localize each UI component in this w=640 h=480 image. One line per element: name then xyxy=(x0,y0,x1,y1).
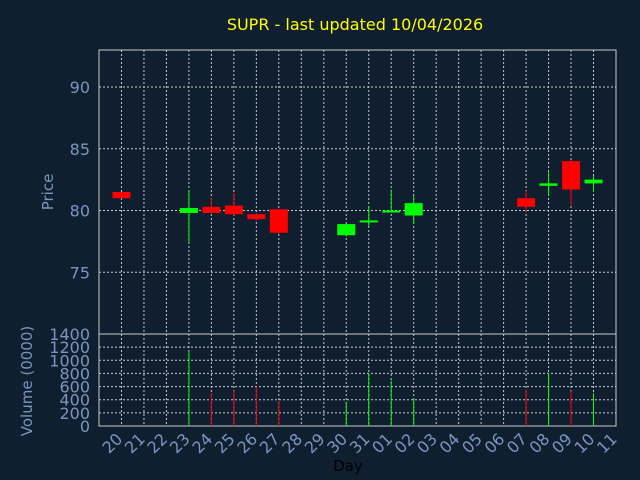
price-tick-label: 85 xyxy=(70,140,90,159)
candle-body xyxy=(112,192,131,199)
candle xyxy=(539,172,558,196)
candle xyxy=(517,190,536,212)
candle xyxy=(562,159,581,206)
candle-body xyxy=(517,198,536,207)
volume-frame xyxy=(98,333,617,427)
x-tick-label: 11 xyxy=(593,429,621,457)
price-panel: 75 80 85 90 xyxy=(70,49,617,335)
candle-body xyxy=(247,214,266,220)
candle-body xyxy=(539,183,558,186)
x-tick-labels: 2021222324252627282930310102030405060708… xyxy=(98,429,620,457)
candle xyxy=(584,175,603,192)
volume-axis-label: Volume (0000) xyxy=(18,326,36,436)
volume-tick-label: 600 xyxy=(59,378,90,397)
candle-body xyxy=(404,203,423,216)
candle xyxy=(202,198,221,213)
price-frame xyxy=(98,49,617,335)
candle xyxy=(382,189,401,213)
candle-body xyxy=(337,224,356,236)
candle-body xyxy=(359,220,378,223)
chart-title: SUPR - last updated 10/04/2026 xyxy=(227,15,483,34)
volume-tick-label: 800 xyxy=(59,364,90,383)
candle-body xyxy=(179,208,198,213)
x-axis-label: Day xyxy=(333,457,363,475)
candle-body xyxy=(584,179,603,184)
candle xyxy=(269,209,288,234)
volume-tick-label: 200 xyxy=(59,404,90,423)
candle xyxy=(179,190,198,243)
volume-tick-label: 1400 xyxy=(49,325,90,344)
candle-body xyxy=(562,161,581,190)
candle xyxy=(404,195,423,225)
volume-tick-label: 400 xyxy=(59,391,90,410)
price-tick-label: 90 xyxy=(70,78,90,97)
price-axis-label: Price xyxy=(39,174,57,211)
candle-body xyxy=(224,205,243,215)
volume-tick-label: 1000 xyxy=(49,351,90,370)
candle-body xyxy=(202,206,221,213)
volume-tick-label: 1200 xyxy=(49,338,90,357)
price-tick-label: 80 xyxy=(70,202,90,221)
candle-body xyxy=(269,209,288,233)
candle xyxy=(224,193,243,216)
candle-body xyxy=(382,210,401,213)
candle xyxy=(337,224,356,237)
volume-tick-label: 0 xyxy=(80,417,90,436)
candle xyxy=(359,206,378,227)
candle xyxy=(112,192,131,199)
candle xyxy=(247,212,266,221)
price-tick-label: 75 xyxy=(70,263,90,282)
